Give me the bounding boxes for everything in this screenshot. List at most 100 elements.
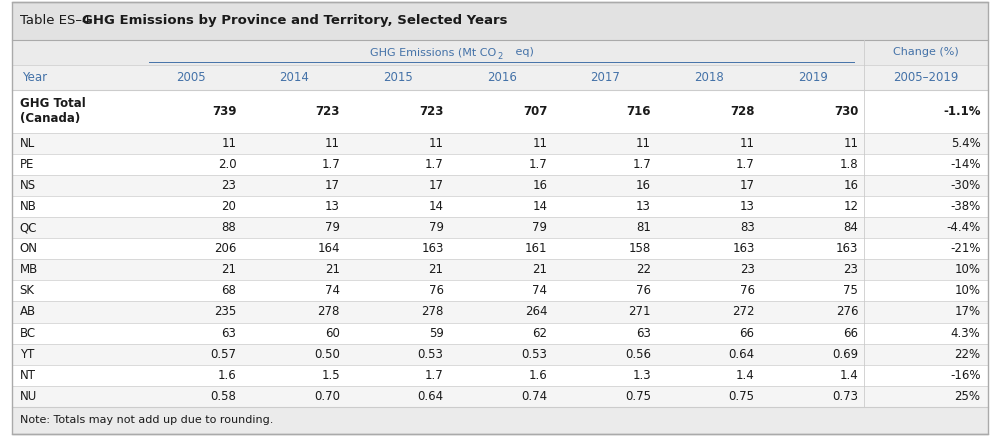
Text: 2015: 2015	[383, 71, 413, 84]
Text: 4.3%: 4.3%	[951, 327, 981, 340]
Text: BC: BC	[20, 327, 36, 340]
Text: NT: NT	[20, 369, 36, 382]
Text: 21: 21	[221, 263, 236, 276]
Text: 10%: 10%	[955, 263, 981, 276]
Text: 0.53: 0.53	[418, 347, 444, 361]
Text: 14: 14	[429, 200, 444, 213]
Text: 0.75: 0.75	[729, 390, 755, 403]
Text: 13: 13	[740, 200, 755, 213]
Text: 707: 707	[523, 105, 547, 118]
Bar	[12, 217, 988, 238]
Text: 11: 11	[221, 137, 236, 150]
Text: 83: 83	[740, 221, 755, 234]
Text: 21: 21	[532, 263, 547, 276]
Text: 0.69: 0.69	[832, 347, 858, 361]
Text: 0.75: 0.75	[625, 390, 651, 403]
Text: 75: 75	[843, 284, 858, 297]
Text: 739: 739	[212, 105, 236, 118]
Text: 79: 79	[325, 221, 340, 234]
Text: 17%: 17%	[954, 306, 981, 319]
Text: eq): eq)	[512, 48, 534, 58]
Text: 16: 16	[532, 179, 547, 192]
Text: 11: 11	[740, 137, 755, 150]
Text: 23: 23	[740, 263, 755, 276]
Text: Year: Year	[22, 71, 47, 84]
Text: 21: 21	[429, 263, 444, 276]
Text: 21: 21	[325, 263, 340, 276]
Text: AB: AB	[20, 306, 36, 319]
Bar	[12, 133, 988, 154]
Text: 0.74: 0.74	[521, 390, 547, 403]
Text: 2: 2	[497, 52, 502, 61]
Text: 2019: 2019	[798, 71, 828, 84]
Text: 74: 74	[325, 284, 340, 297]
Text: 66: 66	[740, 327, 755, 340]
Text: Table ES–4: Table ES–4	[20, 14, 95, 27]
Bar	[12, 65, 988, 90]
Text: 5.4%: 5.4%	[951, 137, 981, 150]
Text: 163: 163	[732, 242, 755, 255]
Text: 13: 13	[636, 200, 651, 213]
Text: 271: 271	[628, 306, 651, 319]
Bar	[12, 90, 988, 133]
Text: Change (%): Change (%)	[893, 48, 959, 58]
Text: NB: NB	[20, 200, 36, 213]
Text: NL: NL	[20, 137, 35, 150]
Bar	[12, 259, 988, 280]
Bar	[12, 386, 988, 407]
Text: 23: 23	[221, 179, 236, 192]
Text: 13: 13	[325, 200, 340, 213]
Text: -14%: -14%	[950, 158, 981, 171]
Text: 11: 11	[532, 137, 547, 150]
Text: 1.7: 1.7	[321, 158, 340, 171]
Text: 12: 12	[843, 200, 858, 213]
Bar	[12, 323, 988, 344]
Text: 2017: 2017	[590, 71, 620, 84]
Text: 0.64: 0.64	[417, 390, 444, 403]
Text: GHG Emissions (Mt CO: GHG Emissions (Mt CO	[370, 48, 497, 58]
Text: 11: 11	[429, 137, 444, 150]
Text: 11: 11	[843, 137, 858, 150]
Text: 1.7: 1.7	[425, 369, 444, 382]
Text: QC: QC	[20, 221, 37, 234]
Text: 161: 161	[525, 242, 547, 255]
Text: 272: 272	[732, 306, 755, 319]
Bar	[12, 2, 988, 40]
Text: MB: MB	[20, 263, 38, 276]
Text: 1.4: 1.4	[840, 369, 858, 382]
Text: 63: 63	[221, 327, 236, 340]
Text: 63: 63	[636, 327, 651, 340]
Text: 79: 79	[532, 221, 547, 234]
Text: 1.4: 1.4	[736, 369, 755, 382]
Text: 728: 728	[730, 105, 755, 118]
Text: 20: 20	[221, 200, 236, 213]
Bar	[12, 154, 988, 175]
Text: 25%: 25%	[955, 390, 981, 403]
Text: 66: 66	[843, 327, 858, 340]
Text: GHG Emissions by Province and Territory, Selected Years: GHG Emissions by Province and Territory,…	[82, 14, 508, 27]
Text: 2018: 2018	[694, 71, 724, 84]
Text: NU: NU	[20, 390, 37, 403]
Text: 723: 723	[419, 105, 444, 118]
Text: 62: 62	[532, 327, 547, 340]
Text: -21%: -21%	[950, 242, 981, 255]
Text: 81: 81	[636, 221, 651, 234]
Bar	[12, 364, 988, 386]
Text: SK: SK	[20, 284, 35, 297]
Text: 0.70: 0.70	[314, 390, 340, 403]
Text: -4.4%: -4.4%	[946, 221, 981, 234]
Text: 11: 11	[325, 137, 340, 150]
Text: 88: 88	[222, 221, 236, 234]
Text: 60: 60	[325, 327, 340, 340]
Text: PE: PE	[20, 158, 34, 171]
Text: 76: 76	[740, 284, 755, 297]
Text: 2005–2019: 2005–2019	[894, 71, 959, 84]
Text: 0.57: 0.57	[210, 347, 236, 361]
Bar	[12, 175, 988, 196]
Text: GHG Total
(Canada): GHG Total (Canada)	[20, 98, 85, 126]
Text: Note: Totals may not add up due to rounding.: Note: Totals may not add up due to round…	[20, 416, 273, 425]
Text: 76: 76	[636, 284, 651, 297]
Text: 1.6: 1.6	[218, 369, 236, 382]
Text: 2014: 2014	[279, 71, 309, 84]
Text: 164: 164	[317, 242, 340, 255]
